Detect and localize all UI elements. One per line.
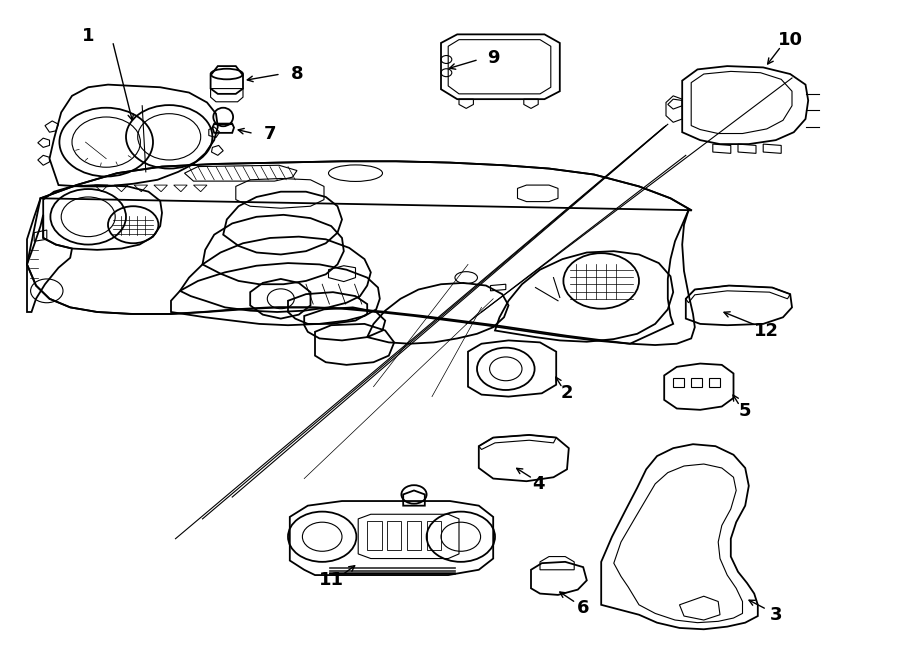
Text: 9: 9 (487, 49, 500, 67)
Text: 4: 4 (532, 475, 544, 493)
Text: 3: 3 (770, 605, 782, 624)
Text: 8: 8 (291, 65, 303, 83)
Text: 7: 7 (264, 124, 276, 143)
Text: 2: 2 (561, 384, 573, 403)
Text: 10: 10 (778, 30, 803, 49)
Text: 5: 5 (739, 402, 752, 420)
Text: 1: 1 (82, 27, 94, 46)
Text: 11: 11 (319, 571, 344, 590)
Text: 6: 6 (577, 599, 590, 617)
Text: 12: 12 (754, 321, 779, 340)
